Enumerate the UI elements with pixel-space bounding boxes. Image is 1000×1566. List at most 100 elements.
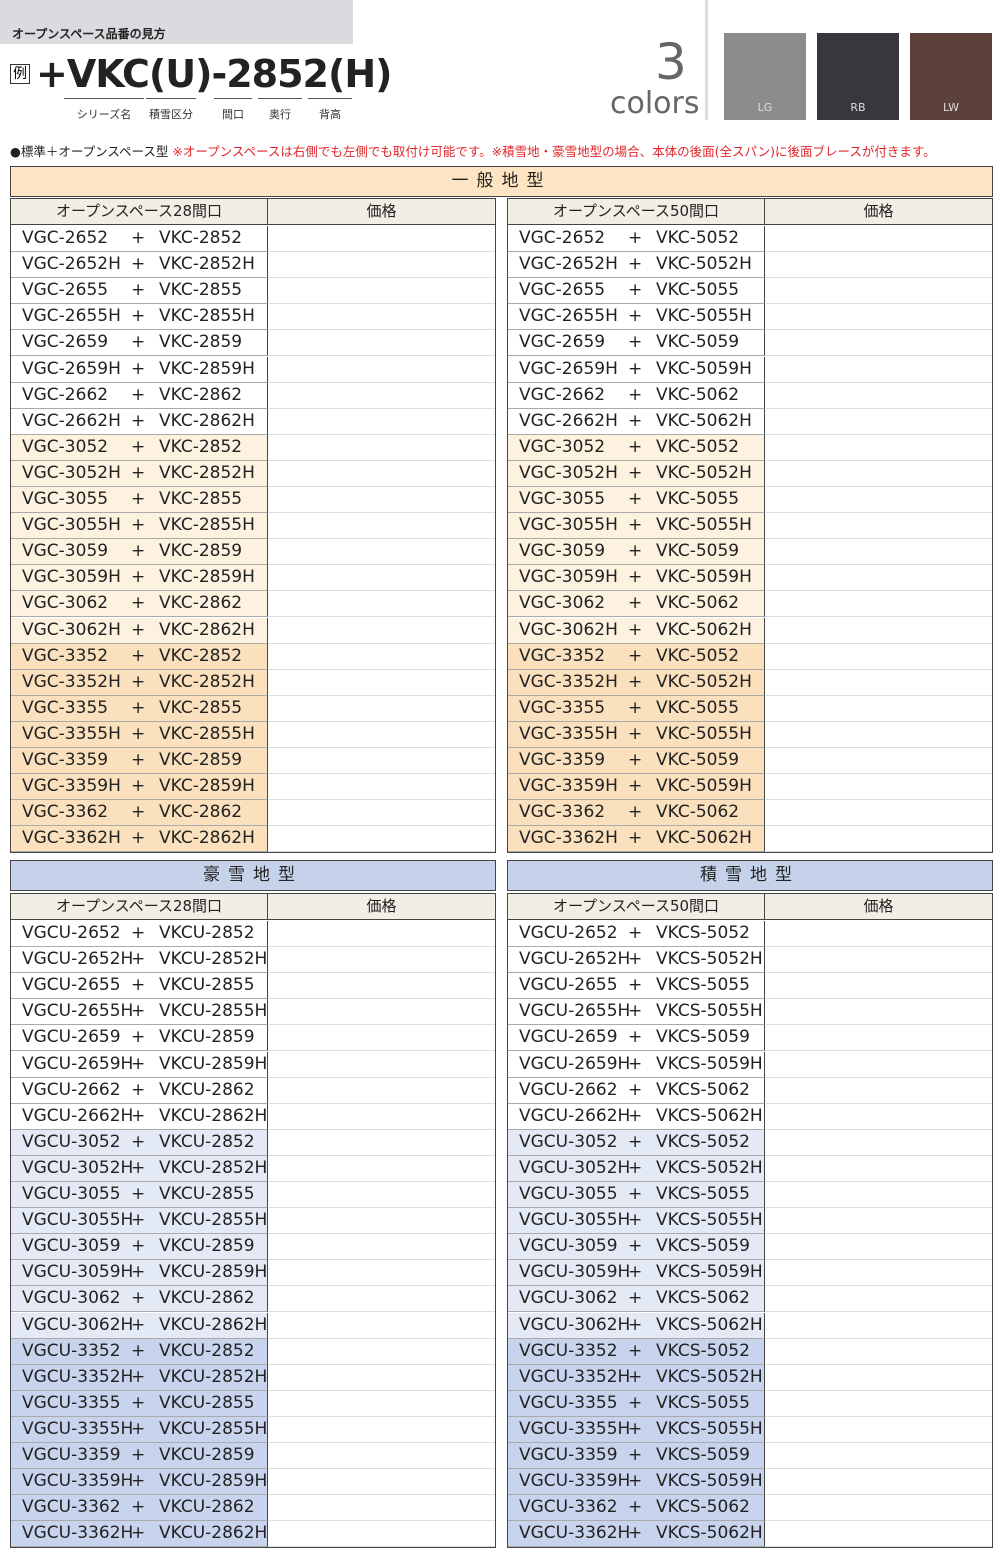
price-cell	[765, 1391, 992, 1417]
price-cell	[765, 1443, 992, 1470]
price-cell	[765, 1469, 992, 1496]
model-code: VGC-2659	[22, 332, 109, 353]
row-code-cell: VGC-2652H + VKC-5052H	[508, 252, 765, 279]
joiner: +	[131, 1314, 146, 1335]
model-code: VGCU-3059H	[519, 1262, 631, 1283]
price-cell	[268, 330, 495, 357]
price-cell	[765, 1260, 992, 1287]
option-code: VKCU-2855H	[159, 1001, 268, 1022]
column-header: 価格	[268, 199, 495, 225]
joiner: +	[131, 723, 146, 744]
row-code-cell: VGCU-3052 + VKCS-5052	[508, 1129, 765, 1156]
price-cell	[268, 722, 495, 748]
model-code: VGCU-3355	[22, 1392, 121, 1413]
row-code-cell: VGC-2652H + VKC-2852H	[11, 252, 268, 279]
model-code: VGC-2662	[519, 384, 606, 405]
swatch-label: LG	[757, 101, 773, 114]
option-code: VKCS-5052	[656, 923, 750, 943]
option-code: VKCU-2855	[159, 975, 255, 996]
row-code-cell: VGCU-2652H + VKCS-5052H	[508, 947, 765, 974]
model-code: VGCU-3055H	[22, 1210, 134, 1231]
model-code: VGCU-3059H	[22, 1262, 134, 1283]
row-code-cell: VGCU-3362H + VKCU-2862H	[11, 1521, 268, 1548]
option-code: VKCS-5055	[656, 1184, 750, 1204]
colors-count: 3	[655, 33, 687, 91]
model-code: VGC-2659H	[519, 358, 618, 379]
option-code: VKCU-2859	[159, 1027, 255, 1048]
option-code: VKC-5052H	[656, 254, 752, 275]
joiner: +	[628, 1497, 643, 1518]
option-code: VKCU-2862	[159, 1497, 255, 1518]
joiner: +	[628, 1471, 643, 1492]
price-cell	[268, 383, 495, 409]
option-code: VKC-2859	[159, 332, 243, 353]
table: オープンスペース50間口 価格 VGCU-2652 + VKCS-5052 VGCU-26…	[507, 893, 993, 1549]
model-code: VGC-3055H	[22, 515, 121, 536]
row-code-cell: VGCU-3052H + VKCS-5052H	[508, 1155, 765, 1182]
model-code: VGCU-3362	[22, 1497, 121, 1518]
price-cell	[268, 1417, 495, 1443]
price-cell	[765, 1156, 992, 1182]
joiner: +	[628, 462, 643, 483]
joiner: +	[131, 228, 146, 248]
option-code: VKCU-2862	[159, 1288, 255, 1309]
joiner: +	[131, 975, 146, 996]
model-code: VGCU-2655	[22, 975, 121, 996]
option-code: VKCS-5059H	[656, 1262, 763, 1283]
row-code-cell: VGCU-3052 + VKCU-2852	[11, 1129, 268, 1156]
model-code: VGCU-3362H	[519, 1523, 631, 1544]
joiner: +	[131, 1340, 146, 1361]
model-code: VGC-2652	[22, 228, 109, 248]
row-code-cell: VGC-2659H + VKC-2859H	[11, 356, 268, 383]
price-cell	[268, 1052, 495, 1078]
option-code: VKCS-5062	[656, 1288, 750, 1309]
option-code: VKCS-5062	[656, 1497, 750, 1518]
joiner: +	[628, 1366, 643, 1387]
option-code: VKC-2859H	[159, 358, 255, 379]
option-code: VKC-5059	[656, 750, 740, 770]
code-part-underline	[214, 98, 252, 99]
model-code: VGC-3355	[519, 697, 606, 718]
price-cell	[268, 1339, 495, 1365]
joiner: +	[131, 949, 146, 970]
section-title: 積雪地型	[507, 860, 993, 891]
joiner: +	[628, 489, 643, 509]
joiner: +	[628, 923, 643, 943]
joiner: +	[628, 1418, 643, 1439]
model-code: VGCU-3359	[22, 1445, 121, 1465]
price-cell	[765, 748, 992, 775]
joiner: +	[628, 436, 643, 457]
price-cell	[268, 1469, 495, 1496]
option-code: VKCU-2859H	[159, 1471, 268, 1492]
model-code: VGC-3352H	[519, 671, 618, 692]
row-code-cell: VGC-3052 + VKC-5052	[508, 434, 765, 461]
price-cell	[765, 826, 992, 853]
price-cell	[765, 1286, 992, 1313]
option-code: VKCS-5052	[656, 1340, 750, 1361]
model-code: VGC-3052	[22, 436, 109, 457]
price-cell	[765, 670, 992, 696]
table: オープンスペース28間口 価格 VGCU-2652 + VKCU-2852 VGCU-26…	[10, 893, 496, 1549]
model-code: VGC-2655H	[22, 306, 121, 327]
color-swatch: LG	[724, 33, 806, 120]
price-cell	[765, 1521, 992, 1548]
row-code-cell: VGC-3355 + VKC-2855	[11, 695, 268, 722]
column-header: 価格	[765, 894, 992, 920]
option-code: VKC-2855H	[159, 723, 255, 744]
price-cell	[765, 226, 992, 253]
price-cell	[765, 1417, 992, 1443]
model-code: VGC-3359	[519, 750, 606, 770]
joiner: +	[131, 1105, 146, 1126]
price-cell	[268, 826, 495, 853]
option-code: VKC-5052	[656, 645, 740, 666]
price-cell	[765, 330, 992, 357]
model-code: VGC-2655H	[519, 306, 618, 327]
model-code: VGC-3055	[22, 489, 109, 509]
joiner: +	[628, 645, 643, 666]
option-code: VKC-5055	[656, 489, 740, 509]
price-cell	[765, 921, 992, 948]
model-code: VGCU-3355H	[22, 1418, 134, 1439]
joiner: +	[131, 436, 146, 457]
joiner: +	[628, 1001, 643, 1022]
joiner: +	[131, 332, 146, 353]
